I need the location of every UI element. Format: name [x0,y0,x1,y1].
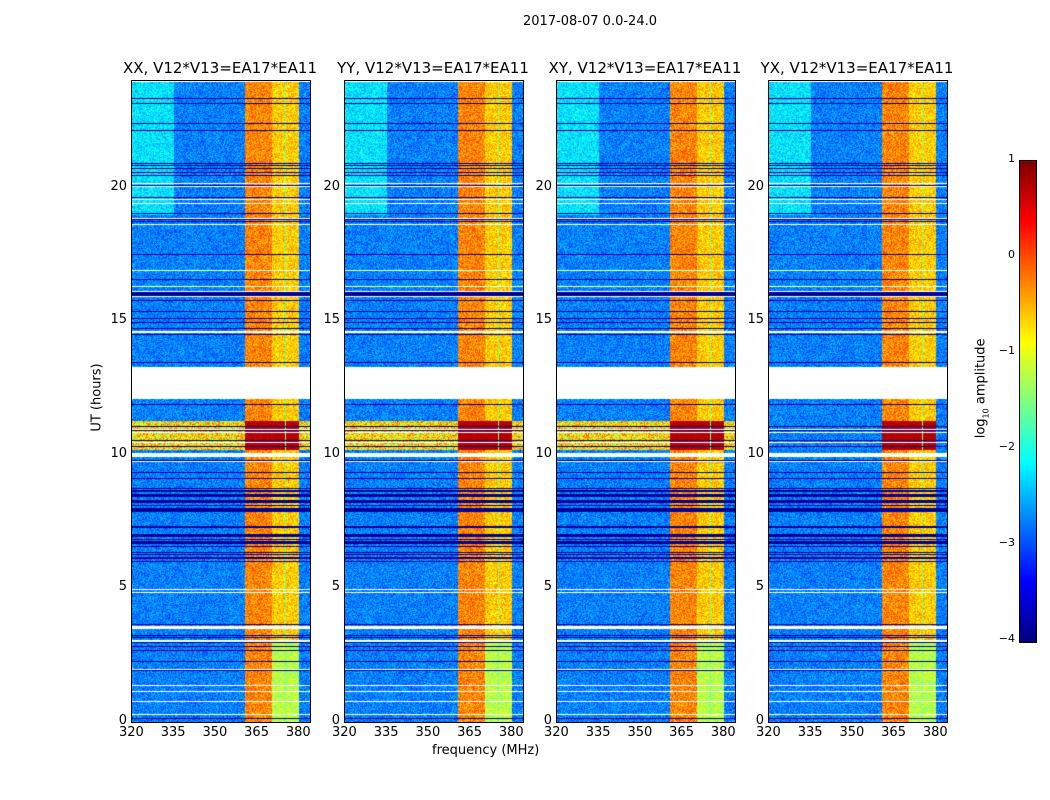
x-tick-label: 365 [669,725,694,740]
x-tick-label: 380 [922,725,948,740]
x-tick-label: 350 [202,725,228,740]
y-tick-label: 15 [110,312,127,328]
y-tick-label: 10 [323,445,340,461]
colorbar-tick-label: 1 [1008,152,1015,165]
y-tick-label: 10 [535,445,552,461]
x-tick-label: 335 [160,725,186,740]
y-tick-label: 0 [118,713,127,728]
heatmap-panel-3 [556,80,736,723]
x-tick-label: 320 [332,725,357,740]
x-tick-label: 350 [627,725,653,740]
y-tick-label: 15 [747,312,764,328]
y-tick-label: 20 [535,178,552,194]
y-tick-label: 15 [323,312,340,328]
colorbar-tick-label: −4 [998,632,1015,645]
panel-title-1: XX, V12*V13=EA17*EA11 [122,59,317,77]
panel-title-4: YX, V12*V13=EA17*EA11 [760,59,954,77]
y-tick-label: 20 [747,178,764,194]
colorbar-tick-label: −3 [998,536,1015,549]
colorbar [1019,160,1037,643]
panel-title-3: XY, V12*V13=EA17*EA11 [548,59,742,77]
x-tick-label: 365 [244,725,269,740]
y-axis-label: UT (hours) [89,363,105,432]
x-tick-label: 335 [585,725,611,740]
y-tick-label: 15 [535,312,552,328]
colorbar-tick-label: −2 [998,440,1015,453]
x-tick-label: 320 [544,725,569,740]
figure-title: 2017-08-07 0.0-24.0 [523,14,657,29]
x-tick-label: 320 [756,725,781,740]
x-tick-label: 365 [881,725,906,740]
colorbar-label: log10 amplitude [973,338,991,439]
y-tick-label: 5 [118,579,127,595]
x-axis-label: frequency (MHz) [432,743,540,758]
x-tick-label: 320 [119,725,144,740]
heatmap-panel-4 [768,80,948,723]
x-tick-label: 380 [285,725,311,740]
x-tick-label: 335 [373,725,399,740]
y-tick-label: 0 [755,713,764,728]
y-tick-label: 0 [543,713,552,728]
x-tick-label: 335 [797,725,823,740]
x-tick-label: 380 [710,725,736,740]
heatmap-panel-2 [344,80,524,723]
x-tick-label: 380 [498,725,524,740]
y-tick-label: 10 [110,445,127,461]
y-tick-label: 10 [747,445,764,461]
y-tick-label: 20 [110,178,127,194]
y-tick-label: 20 [323,178,340,194]
x-tick-label: 350 [415,725,441,740]
panel-title-2: YY, V12*V13=EA17*EA11 [337,59,529,77]
colorbar-tick-label: 0 [1008,248,1015,261]
y-tick-label: 5 [755,579,764,595]
y-tick-label: 5 [543,579,552,595]
x-tick-label: 350 [839,725,865,740]
heatmap-panel-1 [131,80,311,723]
y-tick-label: 0 [331,713,340,728]
y-tick-label: 5 [331,579,340,595]
x-tick-label: 365 [457,725,482,740]
colorbar-tick-label: −1 [998,344,1015,357]
